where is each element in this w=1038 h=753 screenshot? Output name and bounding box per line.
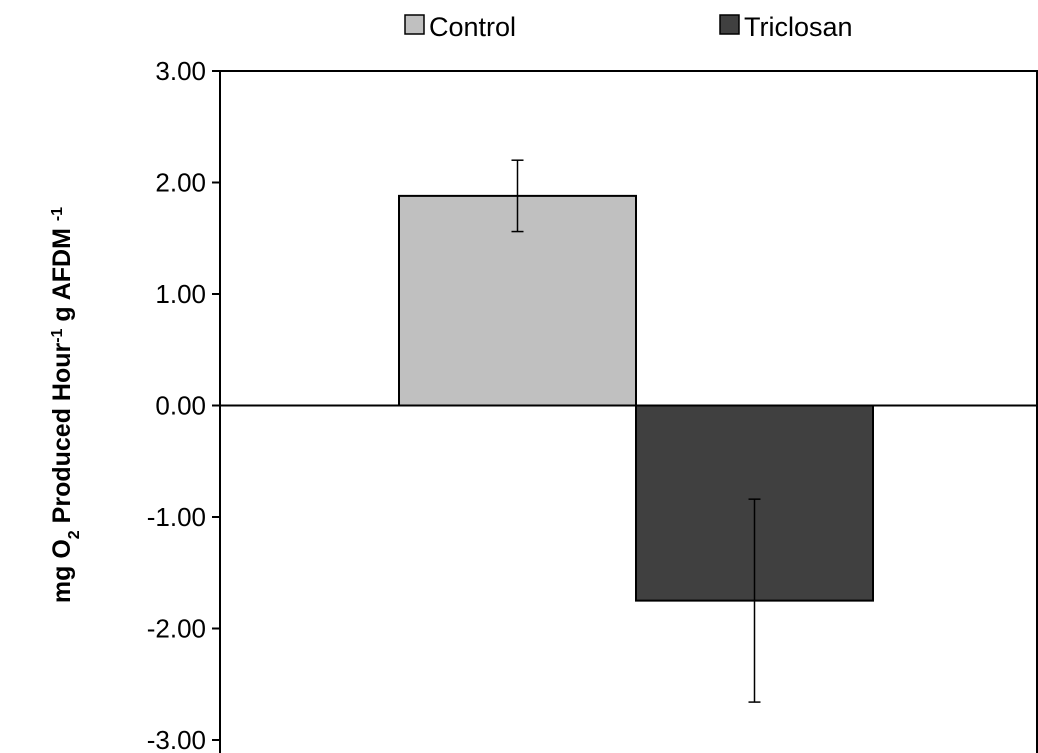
y-tick-label: 0.00 — [155, 391, 206, 421]
legend-swatch-triclosan — [719, 14, 740, 35]
y-axis-title-part-3: g AFDM — [48, 221, 76, 328]
y-axis-title-part-2: Produced Hour — [48, 342, 76, 530]
y-axis-title-part-1: mg O — [48, 539, 76, 603]
y-axis-title-superscript-2: -1 — [49, 207, 66, 221]
y-tick-label: -1.00 — [147, 502, 206, 532]
y-tick-label: 2.00 — [155, 168, 206, 198]
y-tick-label: 3.00 — [155, 56, 206, 86]
legend: Control Triclosan — [404, 12, 853, 42]
legend-swatch-control — [404, 14, 425, 35]
y-axis-title-superscript-1: -1 — [49, 328, 66, 342]
y-axis-title: mg O2 Produced Hour-1 g AFDM -1 — [48, 207, 83, 603]
plot-area: 3.00 2.00 1.00 0.00 -1.00 -2.00 -3.00 — [147, 56, 874, 753]
legend-label-control: Control — [429, 12, 516, 42]
y-tick-label: 1.00 — [155, 279, 206, 309]
legend-item-triclosan: Triclosan — [719, 12, 853, 42]
y-tick-label: -2.00 — [147, 614, 206, 644]
legend-item-control: Control — [404, 12, 516, 42]
y-tick-label: -3.00 — [147, 725, 206, 753]
y-axis-title-subscript: 2 — [66, 530, 83, 539]
legend-label-triclosan: Triclosan — [744, 12, 853, 42]
